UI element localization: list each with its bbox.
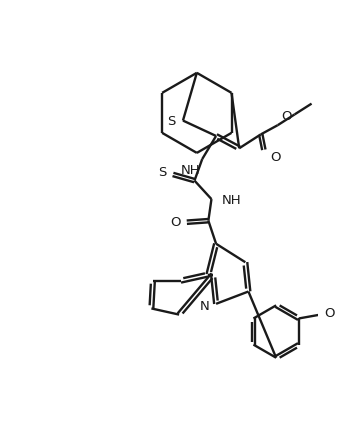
Text: O: O: [270, 151, 280, 165]
Text: S: S: [159, 166, 167, 180]
Text: S: S: [167, 115, 175, 128]
Text: NH: NH: [181, 164, 201, 177]
Text: O: O: [281, 110, 292, 123]
Text: O: O: [324, 307, 335, 320]
Text: N: N: [200, 301, 210, 313]
Text: NH: NH: [222, 194, 242, 207]
Text: O: O: [170, 216, 181, 229]
